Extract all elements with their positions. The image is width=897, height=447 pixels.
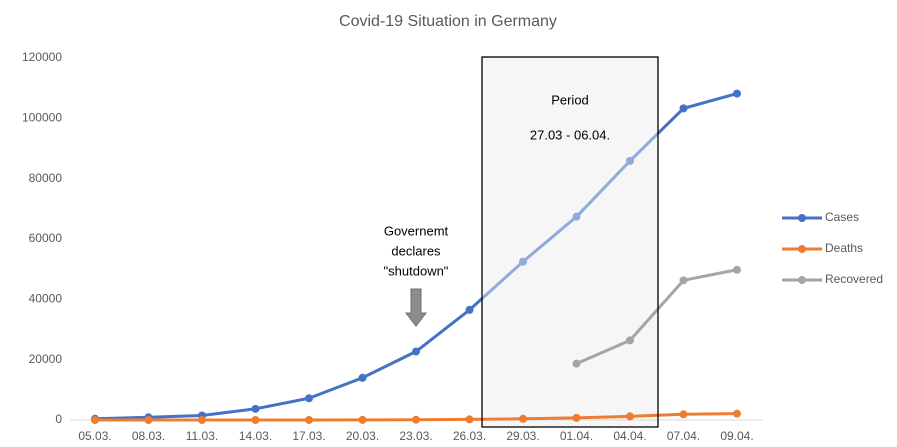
data-point xyxy=(519,257,527,266)
legend-marker xyxy=(798,214,806,222)
legend-label: Deaths xyxy=(825,241,863,255)
y-tick-label: 0 xyxy=(55,412,62,426)
data-point xyxy=(305,394,313,403)
y-tick-label: 20000 xyxy=(29,352,63,366)
data-point xyxy=(144,415,153,424)
x-tick-label: 26.03. xyxy=(453,429,486,443)
annotation: declares xyxy=(391,243,441,258)
annotation: Period xyxy=(551,92,589,107)
data-point xyxy=(679,276,688,285)
data-point xyxy=(572,359,581,368)
legend-label: Recovered xyxy=(825,272,883,286)
x-tick-label: 09.04. xyxy=(720,429,753,443)
series-line xyxy=(575,268,738,365)
annotation: 27.03 - 06.04. xyxy=(530,127,610,142)
data-point xyxy=(412,415,420,424)
data-point xyxy=(572,212,581,221)
x-tick-label: 29.03. xyxy=(506,429,539,443)
data-point xyxy=(679,104,688,113)
data-point xyxy=(679,410,688,419)
data-point xyxy=(465,415,474,424)
data-point xyxy=(626,412,634,421)
data-point xyxy=(251,404,260,413)
x-tick-label: 04.04. xyxy=(613,429,646,443)
arrow xyxy=(404,288,428,327)
legend-marker xyxy=(798,245,806,253)
data-point xyxy=(733,409,741,418)
data-point xyxy=(572,413,581,422)
plot: 0 20000 40000 60000 80000 100000 120000 05.03. 0… xyxy=(22,50,883,443)
data-point xyxy=(733,265,741,274)
y-tick-label: 120000 xyxy=(22,50,62,64)
legend-label: Cases xyxy=(825,210,859,224)
x-tick-label: 23.03. xyxy=(399,429,432,443)
data-point xyxy=(519,414,527,423)
x-tick-label: 11.03. xyxy=(186,429,218,443)
period-box xyxy=(481,56,659,428)
chart-title: Covid-19 Situation in Germany xyxy=(339,13,557,30)
data-point xyxy=(465,305,474,314)
x-tick-label: 05.03. xyxy=(78,429,111,443)
y-tick-label: 40000 xyxy=(29,292,63,306)
x-tick-label: 17.03. xyxy=(292,429,325,443)
data-point xyxy=(412,347,420,356)
y-tick-label: 80000 xyxy=(29,171,63,185)
x-tick-label: 20.03. xyxy=(346,429,379,443)
data-point xyxy=(358,373,367,382)
y-tick-label: 60000 xyxy=(29,231,63,245)
data-point xyxy=(733,89,741,98)
period-shade xyxy=(482,57,658,427)
x-tick-label: 07.04. xyxy=(667,429,700,443)
annotation: "shutdown" xyxy=(384,263,449,278)
y-tick-label: 100000 xyxy=(22,111,62,125)
data-point xyxy=(251,415,260,424)
data-point xyxy=(305,415,313,424)
data-point xyxy=(626,336,634,345)
data-point xyxy=(626,156,634,165)
x-tick-label: 01.04. xyxy=(560,429,593,443)
data-point xyxy=(91,416,99,424)
annotation: Governemt xyxy=(384,223,449,238)
data-point xyxy=(198,415,206,424)
data-point xyxy=(358,415,367,424)
x-tick-label: 08.03. xyxy=(132,429,165,443)
legend-marker xyxy=(798,276,806,284)
x-tick-label: 14.03. xyxy=(239,429,272,443)
